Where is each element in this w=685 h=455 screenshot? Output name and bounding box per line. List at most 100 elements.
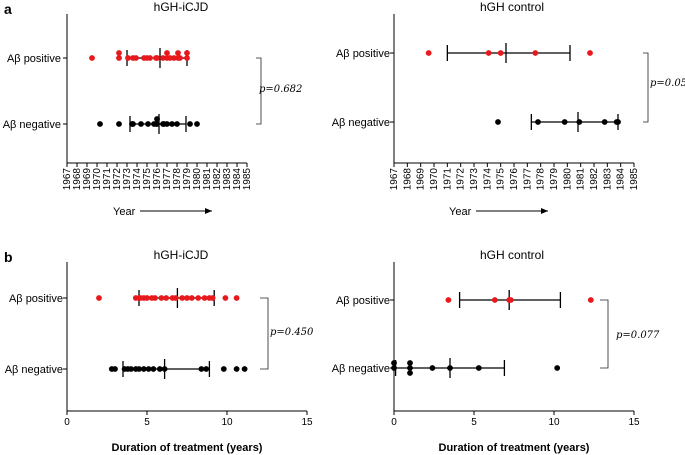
data-point-positive: [507, 297, 514, 303]
category-label-negative: Aβ negative: [332, 117, 390, 129]
x-tick-label: 1969: [82, 168, 93, 191]
x-tick-label: 0: [391, 417, 397, 428]
data-point-negative: [495, 119, 501, 125]
data-point-negative: [576, 119, 583, 125]
p-value: p=0.054: [650, 78, 685, 89]
x-tick-label: 1976: [509, 168, 520, 191]
x-tick-label: 1981: [202, 168, 213, 191]
x-tick-label: 1968: [402, 168, 413, 191]
chart-title: hGH control: [480, 248, 544, 262]
data-point-positive: [116, 50, 122, 56]
data-point-negative: [130, 121, 136, 127]
data-point-negative: [535, 119, 541, 125]
x-tick-label: 1969: [416, 168, 427, 191]
data-point-positive: [152, 295, 158, 301]
x-tick-label: 1980: [562, 168, 573, 191]
data-point-negative: [161, 366, 168, 372]
significance-bracket: [600, 299, 609, 369]
data-point-negative: [136, 366, 142, 372]
x-tick-label: 1982: [589, 168, 600, 191]
data-point-positive: [147, 55, 153, 61]
data-point-negative: [128, 366, 134, 372]
x-tick-label: 1967: [389, 168, 400, 191]
data-point-positive: [133, 55, 139, 61]
data-point-negative: [233, 366, 240, 372]
panel-b-right: hGH control Aβ positive Aβ negative 0 5 10 15 D…: [332, 248, 660, 454]
x-tick-label: 1973: [469, 168, 480, 191]
data-point-negative: [116, 121, 122, 127]
data-point-negative: [203, 366, 210, 372]
significance-bracket: [256, 57, 262, 125]
x-tick-label: 1971: [442, 168, 453, 191]
data-point-positive: [445, 297, 452, 303]
data-point-positive: [209, 295, 216, 301]
data-point-positive: [116, 55, 122, 61]
data-point-positive: [195, 295, 202, 301]
data-point-negative: [391, 365, 397, 371]
x-tick-label: 5: [144, 417, 150, 428]
data-point-positive: [158, 295, 165, 301]
x-axis-label: Duration of treatment (years): [439, 442, 590, 454]
data-point-positive: [154, 55, 160, 61]
data-point-positive: [164, 50, 170, 56]
x-axis-label: Duration of treatment (years): [112, 442, 263, 454]
data-point-negative: [174, 121, 180, 127]
category-label-positive: Aβ positive: [9, 293, 63, 305]
x-tick-label: 1970: [429, 168, 440, 191]
data-point-positive: [532, 50, 539, 56]
x-tick-label: 1984: [232, 168, 243, 191]
data-point-negative: [140, 366, 147, 372]
year-arrowhead-right: [541, 208, 548, 214]
data-point-positive: [184, 55, 190, 61]
data-point-positive: [171, 55, 177, 61]
year-label-right: Year: [449, 206, 472, 218]
data-point-negative: [169, 121, 175, 127]
x-tick-label: 1979: [182, 168, 193, 191]
data-point-positive: [175, 50, 181, 56]
x-tick-label: 1973: [122, 168, 133, 191]
data-point-positive: [172, 295, 179, 301]
x-tick-label: 1977: [522, 168, 533, 191]
x-tick-label: 1985: [629, 168, 640, 191]
data-point-negative: [475, 365, 482, 371]
x-tick-label: 1972: [456, 168, 467, 191]
data-point-negative: [561, 119, 568, 125]
data-point-positive: [587, 297, 594, 303]
x-tick-label: 1974: [132, 168, 143, 191]
p-value: p=0.682: [259, 84, 302, 95]
data-point-positive: [184, 295, 190, 301]
data-point-negative: [429, 365, 436, 371]
panel-label-b: b: [4, 249, 13, 265]
data-point-negative: [391, 360, 397, 366]
x-tick-label: 1981: [576, 168, 587, 191]
data-point-negative: [145, 366, 152, 372]
x-tick-label: 1980: [192, 168, 203, 191]
panel-b-left: hGH-iCJD Aβ positive Aβ negative 0 5 10 15 Dura…: [5, 248, 314, 454]
data-point-positive: [188, 295, 195, 301]
x-tick-label: 5: [471, 417, 477, 428]
data-point-negative: [447, 365, 453, 371]
x-tick-label: 1978: [172, 168, 183, 191]
x-tick-label: 1979: [549, 168, 560, 191]
chart-title: hGH-iCJD: [154, 248, 209, 262]
x-tick-label: 15: [301, 417, 313, 428]
data-point-negative: [407, 365, 413, 371]
data-point-negative: [145, 121, 151, 127]
data-point-positive: [425, 50, 432, 56]
x-tick-label: 1970: [92, 168, 103, 191]
significance-bracket: [260, 297, 269, 370]
data-point-negative: [241, 366, 248, 372]
panel-label-a: a: [4, 1, 12, 17]
data-point-negative: [112, 366, 118, 372]
x-tick-label: 1968: [72, 168, 83, 191]
data-point-positive: [233, 295, 240, 301]
category-label-negative: Aβ negative: [5, 364, 63, 376]
x-tick-label: 1971: [102, 168, 113, 191]
data-point-negative: [138, 121, 144, 127]
x-tick-label: 15: [628, 417, 640, 428]
x-tick-label: 1983: [602, 168, 613, 191]
data-point-negative: [407, 370, 413, 376]
chart-title: hGH-iCJD: [154, 0, 209, 14]
x-tick-label: 1976: [152, 168, 163, 191]
